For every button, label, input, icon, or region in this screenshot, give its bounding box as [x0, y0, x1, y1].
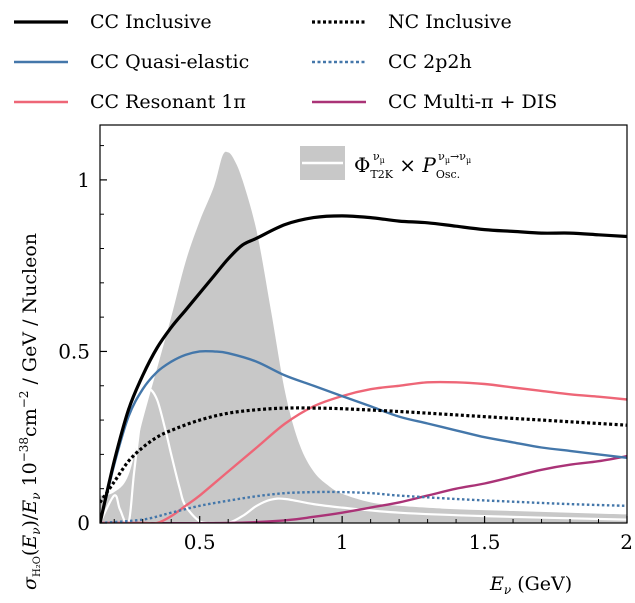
- legend-label: CC 2p2h: [388, 51, 472, 73]
- x-tick-label: 0.5: [184, 530, 216, 554]
- series-line-cc-quasi-elastic: [100, 349, 627, 523]
- axis-ticks: 0.5 1 1.5 2 0 0.5 1: [58, 145, 633, 554]
- plot-area: ΦT2Kνμ × POsc.νμ→νμ 0.5 1 1.5 2 0 0.5 1: [58, 124, 633, 554]
- legend-label: CC Quasi-elastic: [90, 51, 249, 73]
- x-tick-label: 2: [620, 530, 633, 554]
- legend-label: CC Resonant 1π: [90, 91, 246, 113]
- x-tick-label: 1.5: [469, 530, 501, 554]
- legend-label: CC Inclusive: [90, 11, 212, 33]
- flux-area: [100, 151, 627, 523]
- series-line-nc-inclusive: [100, 406, 627, 504]
- flux-legend: ΦT2Kνμ × POsc.νμ→νμ: [300, 146, 471, 181]
- flux-legend-label: ΦT2Kνμ × POsc.νμ→νμ: [354, 150, 471, 181]
- y-tick-label: 0: [77, 511, 90, 535]
- legend-label: CC Multi-π + DIS: [388, 91, 557, 113]
- series-line-cc-2p2h: [100, 490, 627, 523]
- x-tick-label: 1: [336, 530, 349, 554]
- y-tick-label: 0.5: [58, 339, 90, 363]
- legend: CC Inclusive NC Inclusive CC Quasi-elastic…: [14, 11, 557, 113]
- series-line-oscillated-flux: [100, 388, 627, 523]
- y-tick-label: 1: [77, 168, 90, 192]
- y-axis-label: σH₂O(Eν)/Eν 10−38cm−2 / GeV / Nucleon: [17, 233, 43, 590]
- series-line-cc-inclusive: [100, 214, 627, 523]
- plot-frame: [99, 124, 628, 524]
- x-axis-label: Eν (GeV): [489, 573, 572, 597]
- legend-label: NC Inclusive: [388, 11, 512, 33]
